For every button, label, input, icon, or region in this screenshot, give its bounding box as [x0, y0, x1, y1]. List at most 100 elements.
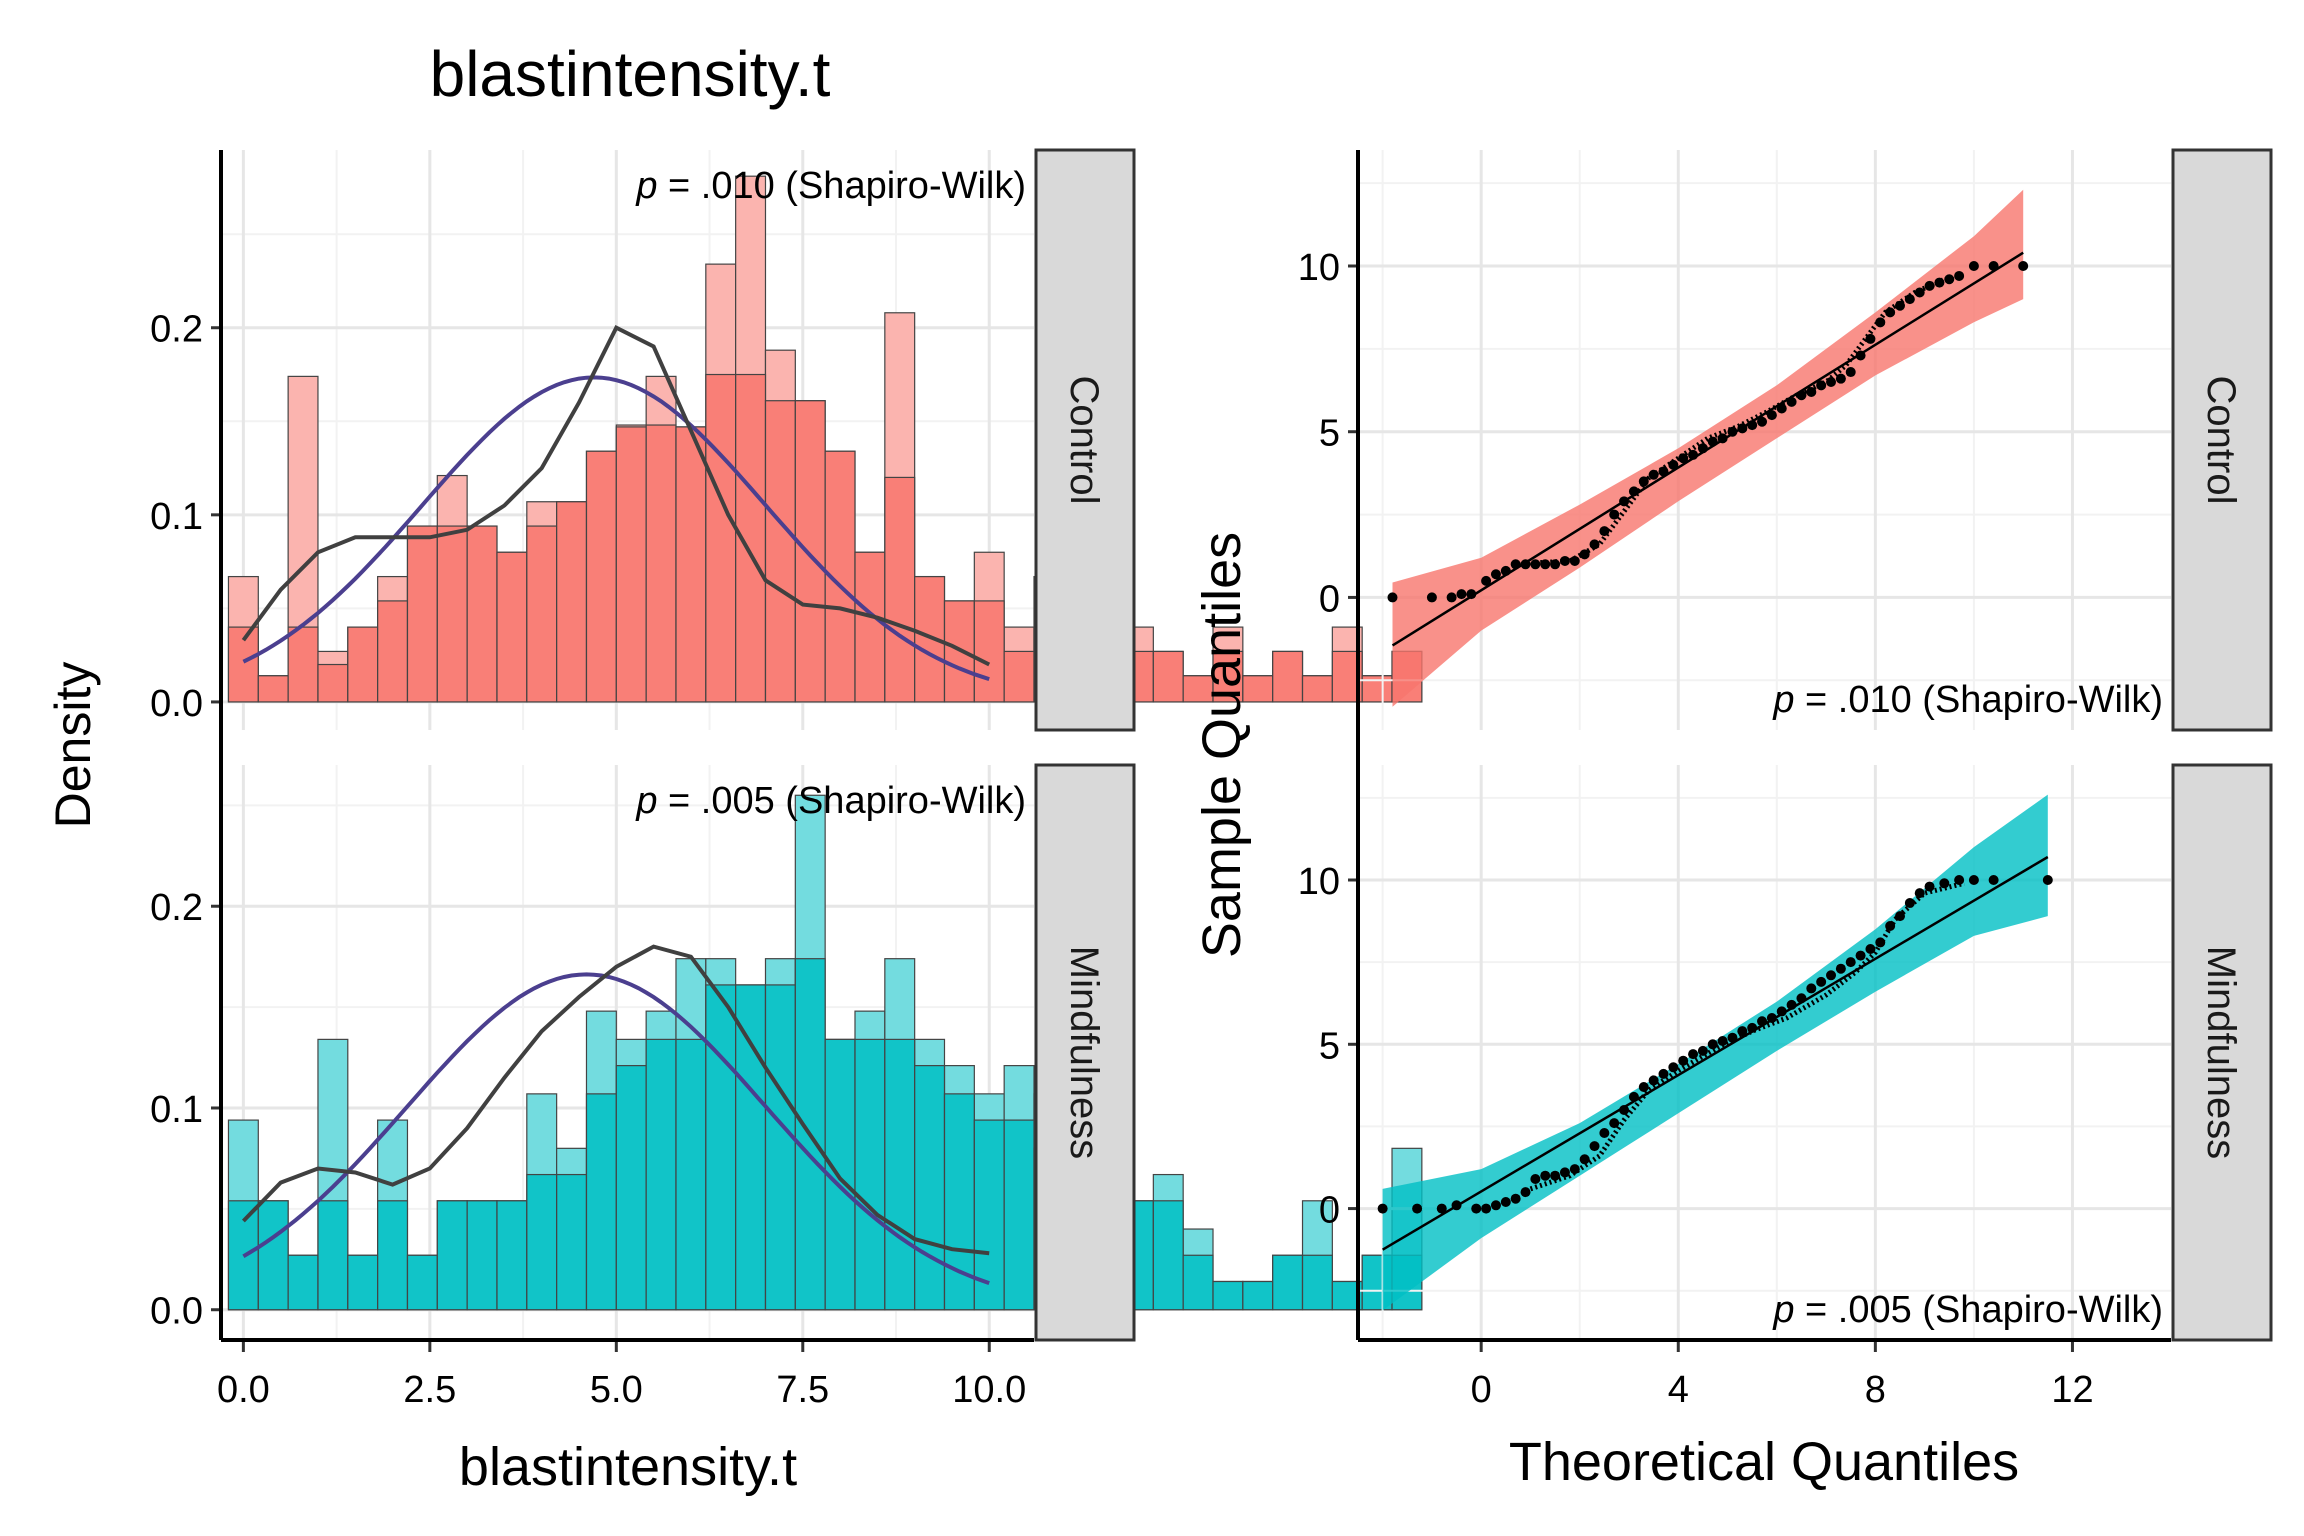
qq-point [1559, 1167, 1570, 1178]
figure-title: blastintensity.t [430, 38, 831, 110]
p-symbol: p [1772, 1289, 1794, 1331]
qq-point [1924, 280, 1935, 291]
histogram-bar-overlay [675, 1038, 707, 1311]
qq-point [1816, 976, 1827, 987]
qq-point [1776, 403, 1787, 414]
qq-point [1924, 881, 1935, 892]
y-tick-label: 0.0 [150, 683, 203, 725]
histogram-bar-overlay [1152, 1200, 1184, 1311]
histogram-bar-overlay [854, 1038, 886, 1311]
qq-point [1865, 944, 1876, 954]
histogram-bar-overlay [705, 984, 737, 1311]
histogram-bar-overlay [317, 663, 349, 703]
qq-point [1845, 957, 1856, 968]
qq-point [1668, 459, 1679, 470]
facet-strip [1034, 148, 1136, 732]
histogram-bar-overlay [287, 1254, 319, 1311]
qq-point [1845, 367, 1856, 378]
histogram-bar-overlay [735, 984, 767, 1311]
qq-point [1540, 1170, 1551, 1181]
y-tick-label: 0.2 [150, 887, 203, 929]
qq-point [1727, 426, 1738, 437]
qq-point [1530, 559, 1541, 570]
histogram-bar-overlay [436, 525, 468, 703]
qq-point [1806, 983, 1817, 994]
histogram-bar-overlay [257, 675, 289, 703]
qq-point [1540, 559, 1551, 570]
p-symbol: p [635, 780, 657, 822]
histogram-bar-overlay [496, 551, 528, 703]
kernel-density-curve [241, 944, 990, 1256]
qq-point [1599, 526, 1610, 537]
sample-quantile-curve [1540, 277, 1946, 566]
y-tick-label: 0.1 [150, 1089, 203, 1131]
qq-point [1412, 1203, 1423, 1214]
histogram-bar-overlay [973, 600, 1005, 703]
histogram-bar-overlay [1182, 1254, 1214, 1311]
qq-point [1835, 373, 1846, 384]
qq-point [1875, 317, 1886, 328]
histogram-bar-overlay [705, 373, 737, 703]
histogram-bar-overlay [1152, 650, 1184, 703]
qq-point [1968, 875, 1979, 885]
histogram-bar-overlay [585, 450, 617, 703]
histogram-panel-control: 0.0 0.1 0.2 p = .010 (Shapiro-Wilk) Control [150, 148, 1423, 732]
qq-point [1954, 875, 1965, 885]
qq-point [1826, 377, 1837, 387]
qq-point [1490, 1200, 1501, 1211]
p-symbol: p [1772, 679, 1794, 721]
qq-point [1550, 1170, 1561, 1181]
qq-point [1678, 1055, 1689, 1066]
qq-point [1471, 1203, 1482, 1214]
qq-point [1885, 921, 1896, 931]
qq-point [1589, 1141, 1600, 1152]
x-tick-label: 4 [1668, 1369, 1689, 1411]
histogram-bar-overlay [1301, 675, 1333, 703]
p-value-text: = .005 (Shapiro-Wilk) [1794, 1289, 2163, 1331]
histogram-bar-overlay [764, 984, 796, 1311]
qq-point [1500, 565, 1511, 576]
histogram-bar-overlay [466, 1200, 498, 1311]
histogram-bar-overlay [645, 1038, 677, 1311]
y-tick-label: 5 [1319, 413, 1340, 455]
histogram-bar-overlay [377, 1200, 409, 1311]
qq-point [1914, 888, 1925, 899]
qq-point [1426, 592, 1437, 603]
qq-point [1717, 1036, 1728, 1046]
histogram-bar-overlay [377, 600, 409, 703]
qq-point [1609, 1118, 1620, 1129]
qq-point [1855, 950, 1866, 961]
y-tick-label: 0 [1319, 1190, 1340, 1232]
histogram-bar-overlay [556, 1173, 588, 1311]
qq-point [1638, 1082, 1649, 1092]
qq-point [1481, 575, 1492, 586]
qq-point [1510, 1193, 1521, 1204]
qq-point [1786, 999, 1797, 1010]
y-tick-label: 10 [1298, 247, 1340, 289]
histogram-bar-overlay [1272, 650, 1304, 703]
qq-point [1466, 589, 1477, 600]
qq-point [1456, 589, 1467, 600]
histogram-bar-overlay [526, 1173, 558, 1311]
qq-y-label: Sample Quantiles [1192, 532, 1252, 958]
facet-strip-label: Control [1062, 376, 1106, 505]
qq-point [1914, 287, 1925, 298]
histogram-bar-overlay [1212, 1280, 1244, 1311]
qq-point [1569, 1164, 1580, 1175]
histogram-panel-mindfulness: 0.0 0.1 0.2 p = .005 (Shapiro-Wilk) Mindfuln… [150, 763, 1423, 1342]
qq-point [1727, 1032, 1738, 1043]
qq-point [1688, 1049, 1699, 1060]
qq-point [1835, 963, 1846, 974]
qq-point [1895, 300, 1905, 311]
qq-point [1865, 333, 1876, 344]
qq-point [1648, 469, 1659, 480]
histogram-bar-overlay [257, 1200, 289, 1311]
qq-point [1944, 274, 1955, 285]
qq-point [1658, 466, 1669, 477]
histogram-bar-overlay [496, 1200, 528, 1311]
sample-quantile-curve [1529, 880, 1965, 1192]
qq-point [1697, 443, 1708, 454]
qq-point [1796, 993, 1807, 1004]
qq-point [1697, 1045, 1708, 1056]
